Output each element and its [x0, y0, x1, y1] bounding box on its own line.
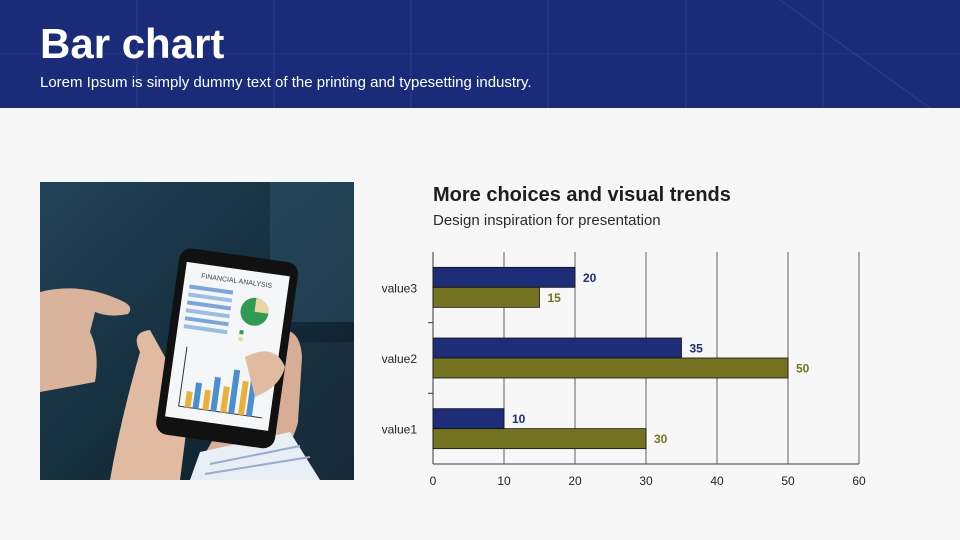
data-label: 35 — [690, 342, 704, 356]
category-label: value3 — [382, 281, 418, 295]
chart-title: More choices and visual trends — [433, 184, 731, 206]
header-banner: Bar chart Lorem Ipsum is simply dummy te… — [0, 0, 960, 108]
data-label: 15 — [548, 291, 562, 305]
x-tick-label: 60 — [852, 474, 866, 488]
data-label: 20 — [583, 271, 597, 285]
bar — [432, 266, 576, 288]
bar-chart: 0 10 20 30 40 50 60 value1 10 30 value2 35 50 value3 2… — [382, 252, 866, 488]
page-subtitle: Lorem Ipsum is simply dummy text of the … — [40, 74, 532, 91]
bar — [432, 337, 682, 359]
x-tick-label: 30 — [639, 474, 653, 488]
page-title: Bar chart — [40, 20, 225, 67]
data-label: 10 — [512, 412, 526, 426]
category-label: value2 — [382, 352, 418, 366]
x-tick-label: 0 — [430, 474, 437, 488]
x-tick-label: 50 — [781, 474, 795, 488]
x-tick-label: 20 — [568, 474, 582, 488]
header-decoration — [0, 0, 960, 108]
data-label: 30 — [654, 432, 668, 446]
smartphone-financial-analysis-photo: FINANCIAL ANALYSIS — [40, 182, 354, 480]
x-tick-label: 10 — [497, 474, 511, 488]
category-label: value1 — [382, 423, 418, 437]
bar — [432, 286, 540, 308]
data-label: 50 — [796, 362, 810, 376]
chart-subtitle: Design inspiration for presentation — [433, 212, 661, 229]
bar — [432, 428, 647, 450]
bar — [432, 357, 789, 379]
bar — [432, 408, 505, 430]
x-tick-label: 40 — [710, 474, 724, 488]
